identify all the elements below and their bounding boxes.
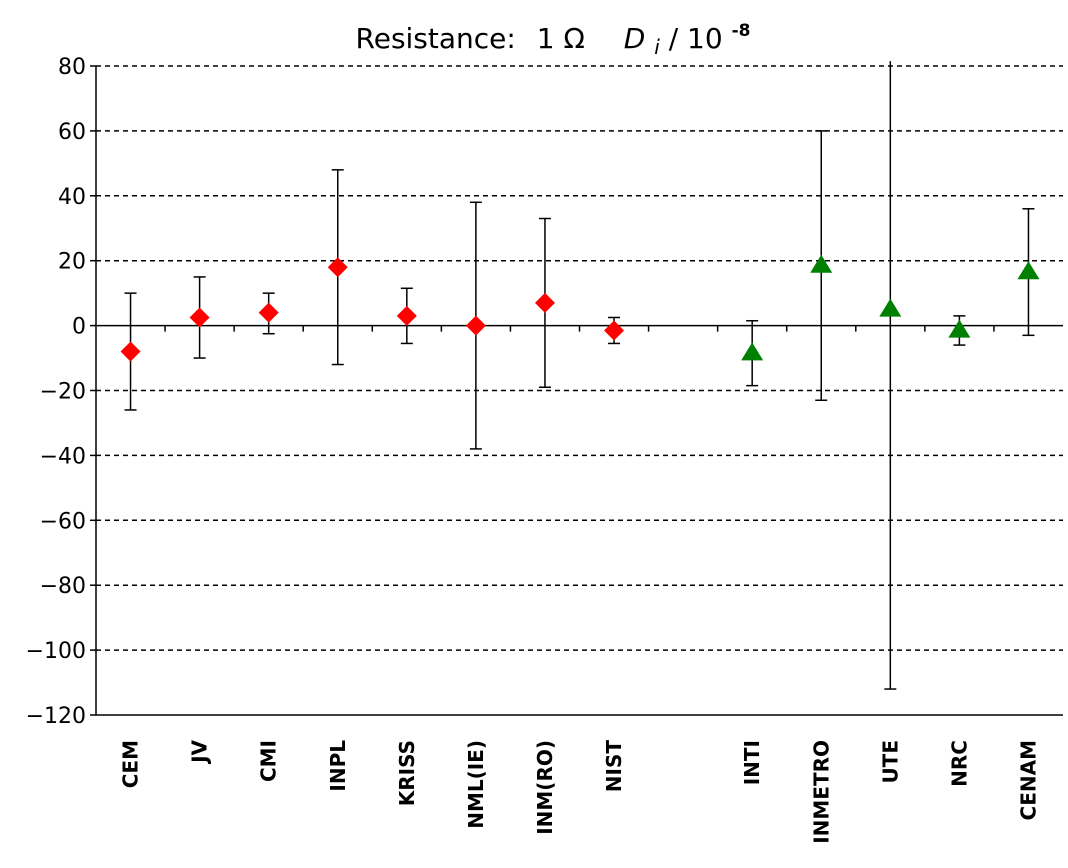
title-separator: / 10 <box>669 22 723 55</box>
x-tick-label: CMI <box>257 740 281 782</box>
x-tick-label: INTI <box>740 740 764 785</box>
y-tick-label: −60 <box>40 509 86 534</box>
data-point-diamond <box>534 292 555 313</box>
axes <box>90 65 1063 716</box>
title-prefix: Resistance: <box>356 22 516 55</box>
title-symbol: D <box>624 22 646 55</box>
data-point-triangle <box>810 254 833 273</box>
title-exponent: -8 <box>732 21 751 41</box>
x-tick-label: KRISS <box>395 740 419 806</box>
data-point-diamond <box>604 320 625 341</box>
chart-title: Resistance: 1 Ω D i / 10 -8 <box>356 21 751 61</box>
data-point-diamond <box>465 315 486 336</box>
x-tick-label: NRC <box>947 740 971 787</box>
x-tick-label: JV <box>188 739 212 764</box>
y-tick-label: 40 <box>58 185 86 210</box>
data-point-diamond <box>396 305 417 326</box>
data-point-diamond <box>120 341 141 362</box>
x-tick-label: NML(IE) <box>464 740 488 829</box>
y-tick-label: −120 <box>26 704 86 729</box>
y-tick-label: 0 <box>72 315 86 340</box>
data-point-triangle <box>948 319 971 338</box>
y-tick-label: −80 <box>40 574 86 599</box>
y-tick-label: −100 <box>26 639 86 664</box>
y-tick-label: 20 <box>58 250 86 275</box>
x-tick-label: INM(RO) <box>533 740 557 835</box>
y-tick-labels: 80 60 40 20 0 −20 −40 −60 −80 −100 −120 <box>26 55 86 729</box>
y-tick-label: 60 <box>58 120 86 145</box>
x-tick-label: CEM <box>119 740 143 788</box>
x-tick-labels: CEM JV CMI INPL KRISS NML(IE) INM(RO) NIST INTI I… <box>119 739 1041 843</box>
x-tick-label: CENAM <box>1016 740 1040 820</box>
title-value: 1 Ω <box>537 22 585 55</box>
y-tick-label: 80 <box>58 55 86 80</box>
y-tick-label: −40 <box>40 444 86 469</box>
x-tick-label: INMETRO <box>809 740 833 844</box>
y-tick-label: −20 <box>40 380 86 405</box>
title-subscript: i <box>654 35 660 59</box>
x-tick-label: NIST <box>602 740 626 793</box>
x-tick-label: UTE <box>878 740 902 784</box>
data-point-diamond <box>258 302 279 323</box>
data-point-diamond <box>327 257 348 278</box>
data-point-triangle <box>741 342 764 361</box>
data-point-diamond <box>189 307 210 328</box>
x-tick-label: INPL <box>326 740 350 792</box>
data-point-triangle <box>879 298 902 317</box>
grid-lines <box>96 65 1063 651</box>
error-bars <box>124 61 1035 690</box>
data-markers <box>120 254 1040 362</box>
data-point-triangle <box>1017 261 1040 280</box>
